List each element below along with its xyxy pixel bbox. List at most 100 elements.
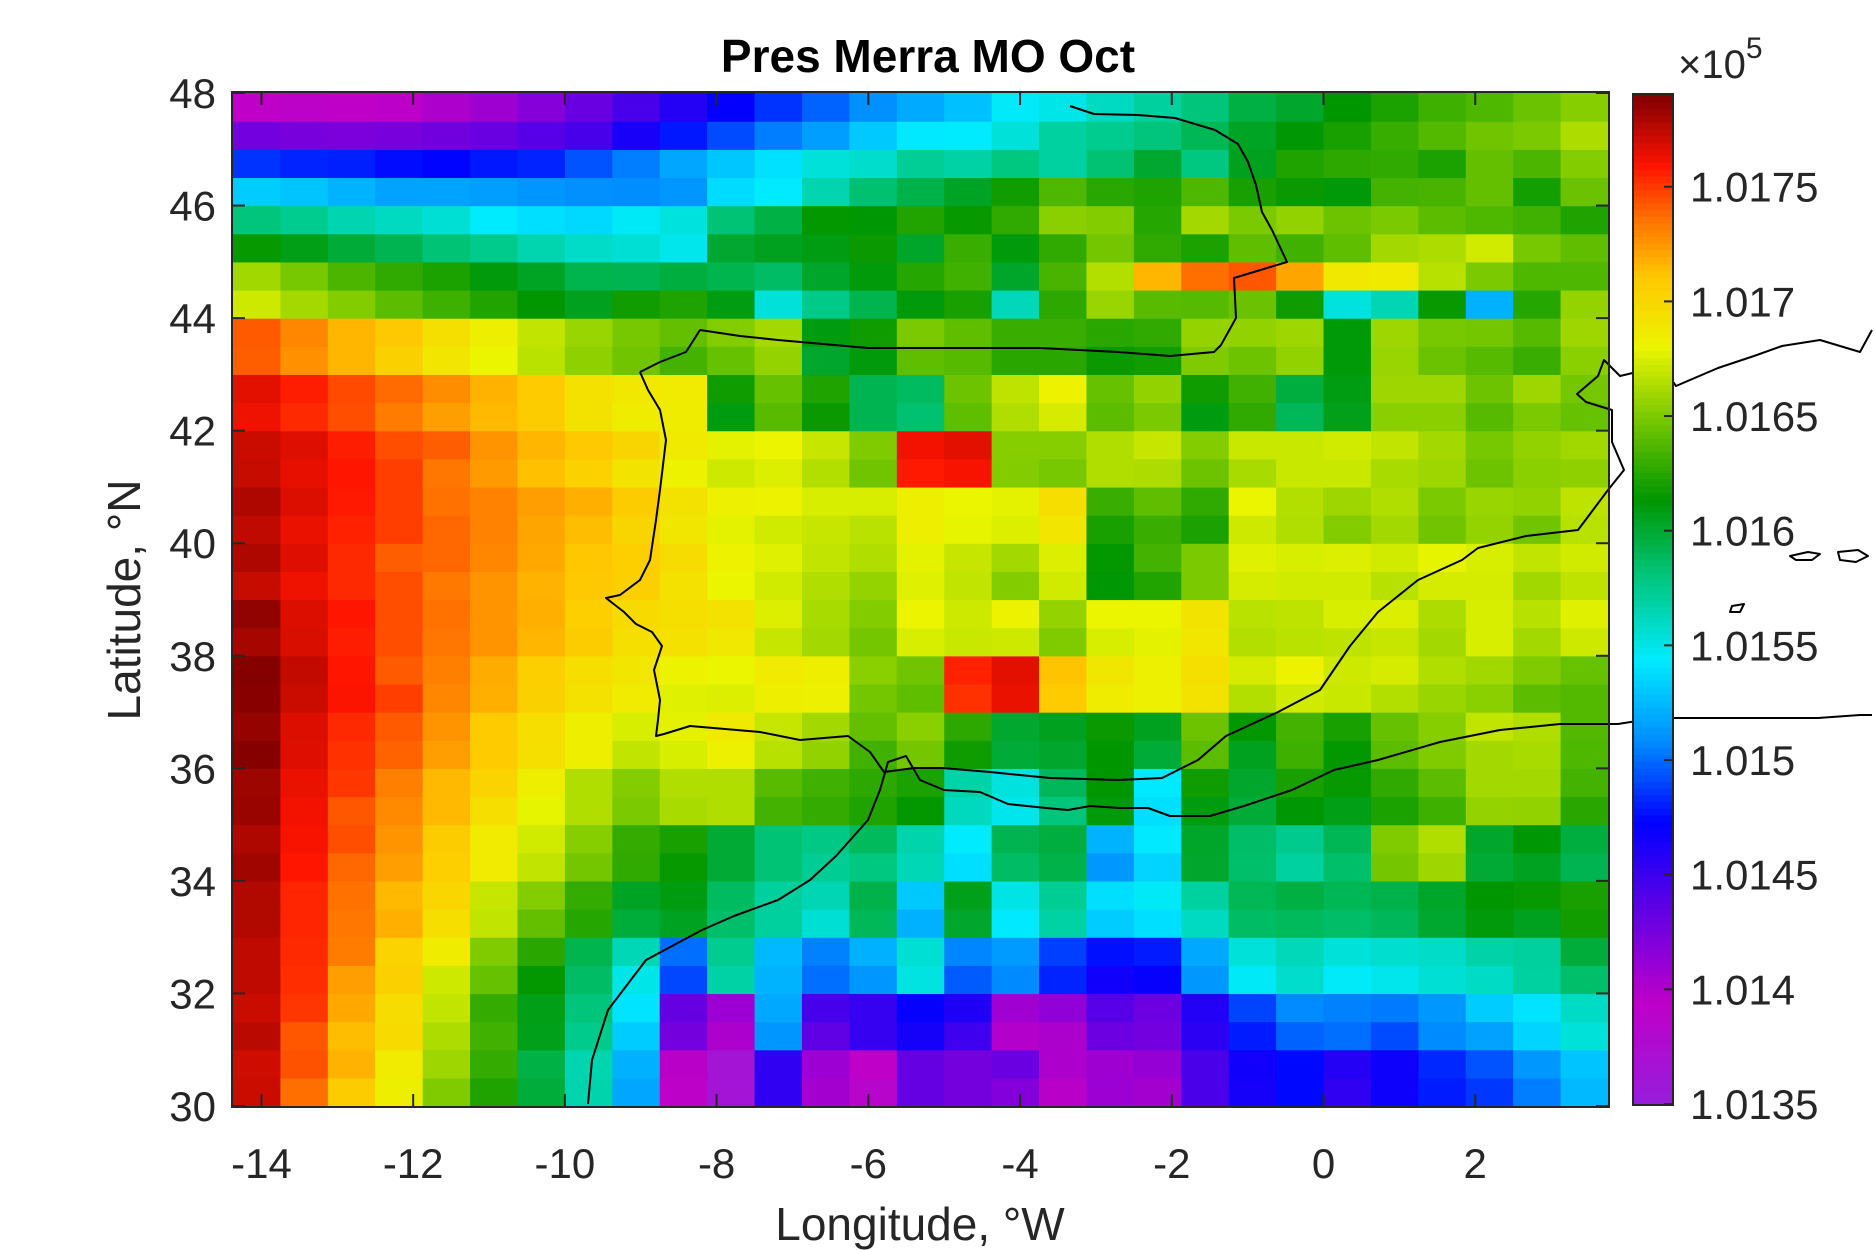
heatmap-cell bbox=[1181, 149, 1230, 179]
heatmap-cell bbox=[1086, 937, 1135, 966]
heatmap-cell bbox=[327, 993, 376, 1023]
heatmap-cell bbox=[1323, 486, 1372, 516]
heatmap-cell bbox=[1181, 205, 1230, 235]
heatmap-cell bbox=[1323, 627, 1372, 657]
heatmap-cell bbox=[1228, 121, 1277, 150]
heatmap-cell bbox=[1228, 430, 1277, 460]
heatmap-cell bbox=[280, 318, 329, 347]
heatmap-cell bbox=[470, 149, 519, 179]
heatmap-cell bbox=[707, 346, 756, 375]
heatmap-cell bbox=[280, 824, 329, 854]
heatmap-cell bbox=[801, 655, 850, 685]
heatmap-cell bbox=[1465, 937, 1514, 966]
heatmap-cell bbox=[327, 458, 376, 488]
colorbar-segment bbox=[1634, 639, 1672, 648]
colorbar-ticks: 1.0135 1.014 1.0145 1.015 1.0155 1.016 1.0165 1… bbox=[1664, 164, 1818, 1128]
heatmap-cell bbox=[1370, 233, 1419, 263]
heatmap-cell bbox=[1323, 740, 1372, 769]
heatmap-cell bbox=[1418, 852, 1467, 882]
heatmap-cell bbox=[280, 402, 329, 432]
heatmap-cell bbox=[1323, 993, 1372, 1023]
heatmap-cell bbox=[1560, 655, 1609, 685]
heatmap-cell bbox=[1465, 93, 1514, 122]
heatmap-cell bbox=[991, 458, 1040, 488]
colorbar-segment bbox=[1634, 754, 1672, 762]
heatmap-cell bbox=[944, 121, 993, 150]
heatmap-cell bbox=[1560, 909, 1609, 938]
y-tick-label: 44 bbox=[169, 295, 216, 342]
heatmap-cell bbox=[707, 430, 756, 460]
heatmap-cell bbox=[280, 1021, 329, 1051]
heatmap-cell bbox=[517, 205, 566, 235]
heatmap-cell bbox=[754, 909, 803, 938]
heatmap-cell bbox=[375, 993, 424, 1023]
heatmap-cell bbox=[1039, 233, 1088, 263]
heatmap-cell bbox=[1370, 1021, 1419, 1051]
heatmap-cell bbox=[564, 289, 613, 319]
heatmap-cell bbox=[849, 486, 898, 516]
heatmap-cell bbox=[1039, 486, 1088, 516]
heatmap-cell bbox=[327, 318, 376, 347]
heatmap-cell bbox=[1418, 683, 1467, 713]
heatmap-cell bbox=[1560, 880, 1609, 910]
heatmap-cell bbox=[754, 852, 803, 882]
colorbar-segment bbox=[1634, 572, 1672, 581]
heatmap-cell bbox=[1181, 712, 1230, 741]
heatmap-cell bbox=[327, 121, 376, 150]
heatmap-cell bbox=[849, 852, 898, 882]
heatmap-cell bbox=[517, 402, 566, 432]
heatmap-cell bbox=[1276, 233, 1325, 263]
heatmap-cell bbox=[1370, 543, 1419, 572]
heatmap-cell bbox=[1418, 627, 1467, 657]
heatmap-cell bbox=[280, 515, 329, 544]
heatmap-cell bbox=[1039, 683, 1088, 713]
colorbar-segment bbox=[1634, 700, 1672, 708]
heatmap-cell bbox=[1228, 627, 1277, 657]
heatmap-cell bbox=[1181, 768, 1230, 798]
heatmap-cell bbox=[1418, 740, 1467, 769]
heatmap-cell bbox=[422, 768, 471, 798]
heatmap-cell bbox=[1465, 346, 1514, 375]
heatmap-cell bbox=[1086, 909, 1135, 938]
heatmap-cell bbox=[1418, 1049, 1467, 1079]
heatmap-cell bbox=[849, 289, 898, 319]
y-tick-label: 32 bbox=[169, 970, 216, 1017]
heatmap-cell bbox=[849, 402, 898, 432]
heatmap-cell bbox=[944, 233, 993, 263]
heatmap-cell bbox=[1181, 655, 1230, 685]
heatmap-cell bbox=[1086, 486, 1135, 516]
heatmap-cell bbox=[1513, 683, 1562, 713]
heatmap-cell bbox=[659, 205, 708, 235]
heatmap-cell bbox=[849, 1021, 898, 1051]
heatmap-cell bbox=[801, 430, 850, 460]
heatmap-cell bbox=[1418, 515, 1467, 544]
colorbar-segment bbox=[1634, 411, 1672, 419]
heatmap-cell bbox=[1513, 261, 1562, 291]
heatmap-cell bbox=[375, 712, 424, 741]
colorbar-segment bbox=[1634, 485, 1672, 493]
colorbar-segment bbox=[1634, 364, 1672, 372]
heatmap-cell bbox=[564, 93, 613, 122]
heatmap-cell bbox=[1513, 93, 1562, 122]
y-tick-label: 34 bbox=[169, 858, 216, 905]
colorbar-segment bbox=[1634, 142, 1672, 150]
colorbar-segment bbox=[1634, 646, 1672, 655]
heatmap-cell bbox=[1228, 177, 1277, 207]
heatmap-cell bbox=[1276, 149, 1325, 179]
heatmap-cell bbox=[422, 458, 471, 488]
heatmap-cell bbox=[1323, 571, 1372, 601]
colorbar-segment bbox=[1634, 222, 1672, 231]
colorbar-segment bbox=[1634, 202, 1672, 211]
heatmap-cell bbox=[896, 965, 945, 995]
heatmap-cell bbox=[1323, 318, 1372, 347]
heatmap-cell bbox=[1181, 346, 1230, 375]
colorbar-segment bbox=[1634, 922, 1672, 930]
heatmap-cell bbox=[1465, 1077, 1514, 1107]
heatmap-cell bbox=[1370, 627, 1419, 657]
colorbar-segment bbox=[1634, 1056, 1672, 1065]
heatmap-cell bbox=[280, 458, 329, 488]
heatmap-cell bbox=[612, 965, 661, 995]
heatmap-cell bbox=[470, 346, 519, 375]
heatmap-cell bbox=[280, 909, 329, 938]
heatmap-cell bbox=[991, 655, 1040, 685]
